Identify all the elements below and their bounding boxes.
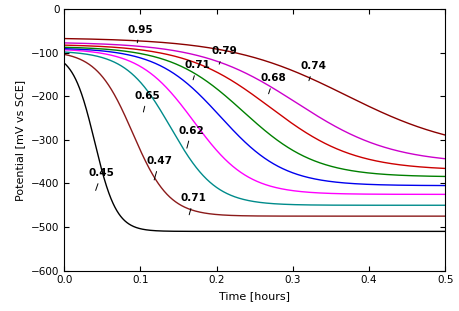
Text: 0.71: 0.71 [185,60,211,80]
Text: 0.47: 0.47 [146,156,173,180]
Text: 0.65: 0.65 [134,91,160,112]
Text: 0.79: 0.79 [211,46,237,64]
Text: 0.74: 0.74 [301,61,326,81]
Text: 0.95: 0.95 [128,25,153,43]
Text: 0.45: 0.45 [89,168,114,190]
Text: 0.71: 0.71 [181,193,207,215]
Y-axis label: Potential [mV vs SCE]: Potential [mV vs SCE] [16,79,25,201]
Text: 0.68: 0.68 [261,73,286,94]
X-axis label: Time [hours]: Time [hours] [219,291,290,301]
Text: 0.62: 0.62 [179,126,204,148]
